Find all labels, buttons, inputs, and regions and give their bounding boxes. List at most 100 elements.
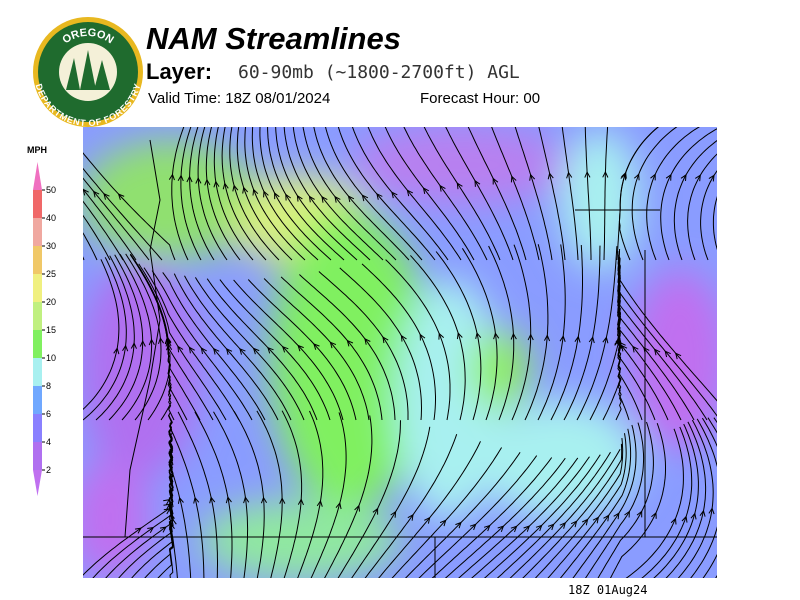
arrowhead	[407, 513, 414, 521]
arrowhead	[200, 347, 207, 355]
streamline	[547, 433, 627, 578]
arrowhead	[543, 334, 551, 342]
arrowhead	[592, 516, 599, 524]
streamline	[435, 251, 482, 421]
streamline	[418, 455, 538, 578]
streamline	[618, 275, 717, 417]
arrowhead	[274, 192, 280, 200]
arrowhead	[475, 331, 482, 340]
streamline	[641, 426, 693, 578]
streamline	[171, 127, 189, 261]
arrowhead	[281, 345, 289, 353]
legend-triangle	[33, 162, 42, 190]
streamline	[625, 428, 684, 578]
arrowhead	[584, 170, 591, 178]
arrowhead	[260, 496, 268, 504]
legend: MPH 2 4 6 8 10 15 20 25 30 40 50	[27, 145, 56, 496]
arrowhead	[195, 176, 202, 184]
arrowhead	[316, 499, 323, 507]
streamline	[563, 245, 601, 421]
arrowhead	[456, 331, 463, 340]
arrowhead	[73, 188, 78, 194]
streamline	[233, 411, 265, 578]
arrowhead	[602, 336, 609, 344]
arrowhead	[690, 512, 697, 520]
arrowhead	[263, 190, 269, 198]
arrowhead	[308, 195, 315, 203]
arrowhead	[708, 174, 715, 182]
arrowhead	[163, 503, 171, 510]
arrowhead	[159, 526, 167, 533]
arrowhead	[148, 338, 155, 346]
arrowhead	[321, 195, 328, 203]
streamline	[461, 248, 498, 421]
arrowhead	[736, 503, 741, 509]
streamline	[483, 454, 601, 578]
streamline	[660, 128, 717, 261]
arrowhead	[83, 188, 89, 196]
arrowhead	[391, 191, 398, 199]
arrowhead	[474, 179, 481, 187]
arrowhead	[376, 193, 383, 200]
arrowhead	[297, 498, 304, 506]
streamline	[229, 127, 280, 261]
streamline	[125, 253, 162, 421]
arrowhead	[695, 174, 701, 182]
arrowhead	[113, 347, 120, 355]
streamline	[646, 127, 700, 261]
streamline	[168, 414, 192, 578]
streamline	[197, 127, 228, 261]
streamline	[95, 255, 135, 421]
arrowhead	[204, 178, 211, 186]
streamline	[83, 177, 150, 261]
arrowhead	[603, 514, 610, 522]
streamline	[83, 214, 111, 261]
streamline	[444, 457, 566, 578]
arrowhead	[334, 195, 341, 203]
arrowhead	[570, 520, 578, 528]
arrowhead	[130, 342, 137, 349]
arrowhead	[406, 189, 414, 197]
streamline	[687, 153, 717, 261]
arrowhead	[438, 332, 445, 340]
arrowhead	[651, 511, 657, 519]
arrowhead	[535, 524, 543, 532]
arrowhead	[361, 194, 369, 202]
streamline	[584, 127, 592, 260]
arrowhead	[139, 340, 146, 347]
streamline	[318, 271, 409, 420]
streamline	[537, 244, 566, 421]
arrowhead	[529, 173, 536, 181]
streamline	[83, 259, 120, 411]
arrowhead	[674, 352, 682, 360]
arrowhead	[177, 496, 184, 504]
streamline	[297, 410, 324, 578]
streamline	[108, 254, 144, 421]
streamline	[617, 266, 695, 421]
arrowhead	[497, 525, 505, 532]
arrowhead	[439, 184, 446, 192]
arrowhead	[193, 496, 200, 504]
streamline	[491, 127, 540, 261]
arrowhead	[103, 192, 110, 200]
streamline	[83, 200, 124, 261]
legend-swatch	[33, 274, 42, 302]
arrowhead	[523, 525, 531, 532]
arrowhead	[186, 175, 193, 183]
streamline	[206, 278, 318, 421]
logo-top: OREGON	[60, 27, 115, 47]
streamline	[367, 127, 462, 261]
arrowhead	[455, 521, 462, 529]
arrowhead	[134, 527, 142, 534]
streamline	[514, 127, 553, 261]
streamline	[561, 127, 579, 261]
arrowhead	[372, 507, 379, 515]
legend-label: 6	[46, 409, 51, 419]
streamline	[361, 263, 436, 421]
arrowhead	[313, 343, 320, 350]
arrowhead	[267, 346, 274, 354]
arrowhead	[510, 175, 517, 183]
legend-label: 50	[46, 185, 56, 195]
arrowhead	[419, 333, 426, 341]
